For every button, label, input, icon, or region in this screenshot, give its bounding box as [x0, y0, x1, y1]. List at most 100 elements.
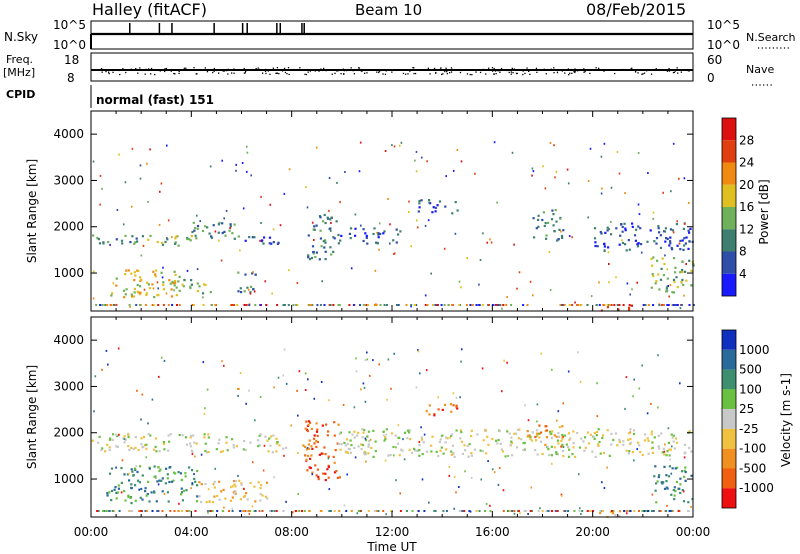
- power-cell: [426, 304, 429, 306]
- power-cell: [372, 232, 375, 236]
- power-cell: [683, 177, 686, 180]
- velocity-cell: [374, 449, 377, 453]
- power-cell: [640, 251, 643, 254]
- nsky-panel: [90, 23, 693, 49]
- velocity-cell: [453, 476, 456, 479]
- velocity-cell: [115, 466, 117, 469]
- velocity-cell: [185, 510, 188, 512]
- power-cell: [323, 304, 326, 306]
- nave-dot: [337, 70, 339, 72]
- power-cell: [161, 243, 165, 246]
- velocity-cell: [151, 510, 154, 512]
- velocity-colorbar-swatch: [722, 369, 736, 390]
- nave-dot: [164, 68, 166, 70]
- velocity-cell: [356, 434, 359, 437]
- velocity-cell: [596, 430, 599, 434]
- power-cell: [186, 269, 189, 272]
- nave-dot: [288, 73, 290, 76]
- velocity-cell: [401, 449, 404, 452]
- velocity-cell: [469, 510, 472, 513]
- power-cell: [537, 214, 540, 217]
- velocity-cell: [138, 481, 141, 484]
- velocity-cell: [527, 434, 530, 437]
- velocity-cell: [147, 480, 150, 483]
- velocity-cell: [618, 510, 622, 513]
- velocity-cell: [191, 482, 194, 485]
- power-cell: [580, 304, 583, 306]
- velocity-cell: [91, 439, 94, 442]
- velocity-cell: [189, 445, 192, 448]
- power-cell: [103, 304, 106, 306]
- velocity-cell: [458, 486, 460, 488]
- power-cell: [333, 237, 336, 240]
- velocity-cell: [162, 442, 166, 445]
- power-cell: [175, 286, 178, 289]
- nave-dot: [384, 73, 387, 75]
- velocity-cell: [321, 424, 324, 427]
- power-cell: [678, 177, 680, 180]
- velocity-cell: [551, 510, 554, 512]
- velocity-cell: [177, 510, 180, 512]
- velocity-cell: [297, 493, 299, 495]
- nave-dot: [385, 70, 387, 72]
- velocity-cell: [663, 487, 667, 490]
- velocity-cell: [275, 442, 278, 445]
- nave-dot: [154, 73, 156, 76]
- velocity-cell: [385, 513, 387, 516]
- velocity-cell: [545, 436, 548, 439]
- velocity-cell: [679, 382, 681, 385]
- power-cell: [658, 304, 661, 306]
- power-cell: [166, 238, 169, 241]
- power-cell: [201, 229, 205, 233]
- nave-dot: [343, 70, 345, 72]
- nave-dot: [482, 68, 484, 71]
- power-cell: [198, 285, 201, 288]
- power-cell: [170, 295, 174, 298]
- velocity-cell: [431, 435, 434, 438]
- velocity-cell: [507, 454, 509, 457]
- power-cell: [254, 304, 257, 306]
- power-cell: [668, 295, 670, 298]
- velocity-cell: [265, 481, 269, 484]
- power-cell: [672, 278, 676, 281]
- power-cell: [469, 304, 472, 306]
- power-cell: [366, 242, 369, 245]
- velocity-cell: [460, 431, 463, 434]
- power-cell: [134, 274, 137, 277]
- power-cell: [152, 287, 155, 290]
- velocity-cell: [190, 487, 192, 490]
- velocity-cell: [98, 435, 101, 438]
- power-cell: [128, 304, 131, 306]
- power-cell: [378, 248, 380, 251]
- velocity-cell: [658, 447, 661, 450]
- velocity-cell: [633, 510, 636, 512]
- power-cell: [664, 240, 667, 243]
- nave-dot: [112, 71, 114, 73]
- velocity-cell: [529, 437, 532, 440]
- power-cell: [474, 172, 476, 175]
- power-cell: [202, 304, 205, 306]
- velocity-cell: [179, 472, 182, 475]
- velocity-cell: [198, 481, 201, 484]
- power-cell: [657, 273, 660, 276]
- velocity-cell: [313, 397, 316, 400]
- velocity-cell: [158, 450, 161, 453]
- velocity-cell: [136, 389, 138, 392]
- power-cell: [131, 235, 134, 238]
- power-cell: [624, 243, 627, 246]
- power-cell: [547, 221, 550, 224]
- nsky-left-tick-bottom: 10^0: [53, 38, 86, 52]
- velocity-cell: [360, 447, 363, 451]
- power-cell: [221, 159, 223, 162]
- power-cell: [145, 292, 148, 295]
- velocity-cell: [385, 433, 387, 436]
- velocity-cell: [259, 487, 262, 490]
- power-cell: [671, 248, 674, 251]
- power-cell: [122, 289, 126, 292]
- power-cell: [621, 225, 624, 229]
- power-cell: [288, 269, 290, 272]
- velocity-cell: [628, 432, 631, 435]
- power-cell: [328, 177, 331, 179]
- nave-dot: [378, 71, 380, 74]
